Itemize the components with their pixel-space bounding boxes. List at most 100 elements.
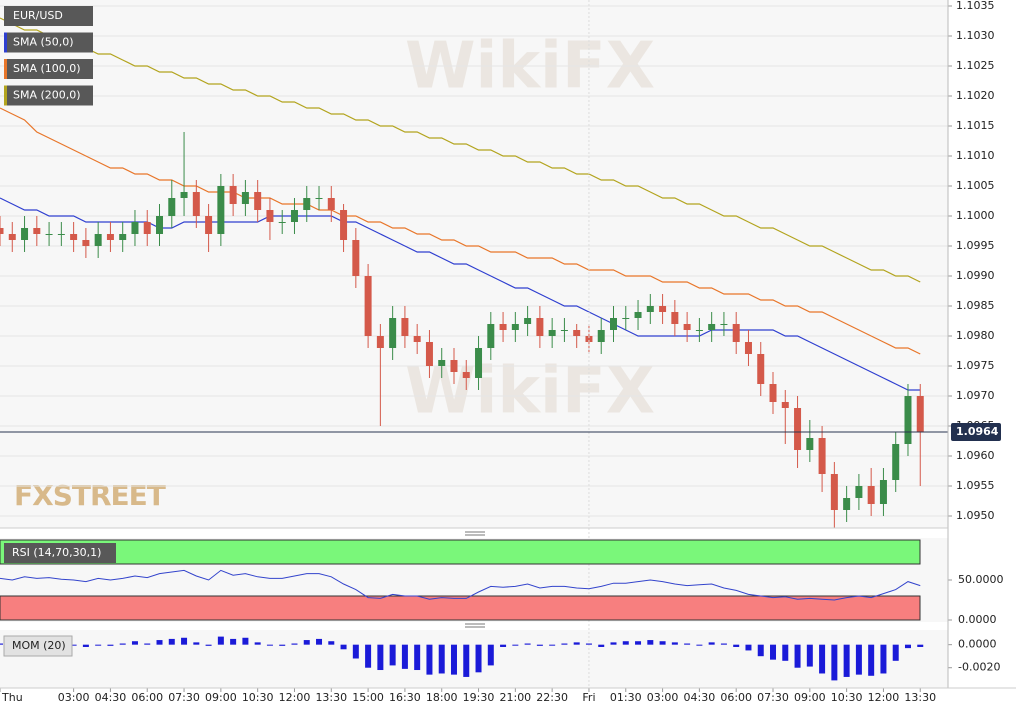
mom-bar [401,644,408,669]
rsi-line [0,569,921,601]
legend-label: SMA (100,0) [13,62,81,75]
x-tick-label: 10:30 [831,691,863,704]
candle-body [818,438,826,474]
candle-body [290,210,298,222]
main-plot: WikiFX WikiFX FXSTREET [0,5,948,528]
candle-body [143,222,151,234]
y-tick-label: 1.0960 [956,449,995,462]
mom-bar [720,643,727,645]
legend-swatch [4,85,7,106]
candle-body [695,330,703,331]
candle-body [364,276,372,336]
x-tick-label: 07:30 [168,691,200,704]
mom-label-box [3,635,73,657]
mom-bar [279,644,286,646]
x-tick-label: 18:00 [426,691,458,704]
candle-body [511,324,519,330]
candle-body [683,324,691,330]
legend-swatch [4,59,7,79]
mom-bar [598,644,605,647]
x-tick-label: 22:30 [536,691,568,704]
mom-bar [475,644,482,673]
mom-bar [389,644,396,666]
candle-body [278,222,286,223]
mom-bar [622,641,629,645]
legend-box [4,59,93,79]
candle-body [450,360,458,372]
legend-label: EUR/USD [13,9,63,22]
candle-body [254,192,262,210]
y-tick-label: 1.1025 [956,59,995,72]
y-tick-label: 1.0995 [956,239,995,252]
candle-body [327,198,335,210]
x-tick-label: Fri [582,691,595,704]
x-tick-label: 21:00 [499,691,531,704]
y-tick-label: 1.0955 [956,479,995,492]
mom-bar [806,644,813,667]
candle-body [659,306,667,312]
candle-body [634,312,642,318]
candle-body [560,330,568,331]
mom-bar [671,642,678,645]
x-tick-label: 06:00 [720,691,752,704]
legend-box [4,6,93,26]
candle-body [57,234,65,235]
mom-bar [782,644,789,661]
y-tick-label: 1.0990 [956,269,995,282]
y-tick-label: 1.1000 [956,209,995,222]
candle-body [744,342,752,354]
mom-bar [487,644,494,666]
candle-body [536,318,544,336]
mom-bar [230,638,237,645]
last-price-label: 1.0964 [956,425,999,438]
rsi-label-box [4,543,116,563]
candle-body [732,324,740,342]
y-tick-label: 1.1030 [956,29,995,42]
candle-body [389,318,397,348]
mom-bar [635,641,642,645]
rsi-tick-label: 0.0000 [958,613,997,626]
mom-bar [291,643,298,645]
y-tick-label: 1.1035 [956,0,995,12]
mom-bar [193,642,200,645]
mom-bar [438,644,445,674]
mom-bar [463,644,470,677]
resize-handle[interactable] [465,531,485,628]
candle-body [806,438,814,450]
x-tick-label: 12:00 [279,691,311,704]
mom-bar [377,644,384,671]
mom-bar [659,641,666,645]
mom-bar [610,642,617,645]
candle-body [622,318,630,319]
mom-bar [684,643,691,645]
mom-panel [0,630,948,688]
main-panel [0,0,948,528]
watermark: FXSTREET [14,479,166,512]
candle-body [303,198,311,210]
x-tick-label: 12:00 [868,691,900,704]
mom-bar [892,644,899,661]
mom-bar [426,644,433,675]
x-tick-label: 06:00 [131,691,163,704]
y-tick-label: 1.1010 [956,149,995,162]
sma-line [0,17,921,283]
mom-bar [70,644,77,646]
candle-body [82,240,90,246]
mom-bar [708,642,715,645]
candle-body [266,210,274,222]
candle-body [475,348,483,378]
mom-bar [757,644,764,657]
legend-label: SMA (50,0) [13,36,74,49]
x-tick-label: 19:30 [463,691,495,704]
candle-body [131,222,139,234]
mom-bar [352,644,359,659]
candle-body [843,498,851,510]
mom-bar [0,643,3,645]
candle-body [192,192,200,216]
candle-body [769,384,777,402]
candle-body [8,234,16,240]
mom-tick-label: 0.0000 [958,638,997,651]
mom-bar [855,644,862,675]
mom-bar [144,643,151,645]
